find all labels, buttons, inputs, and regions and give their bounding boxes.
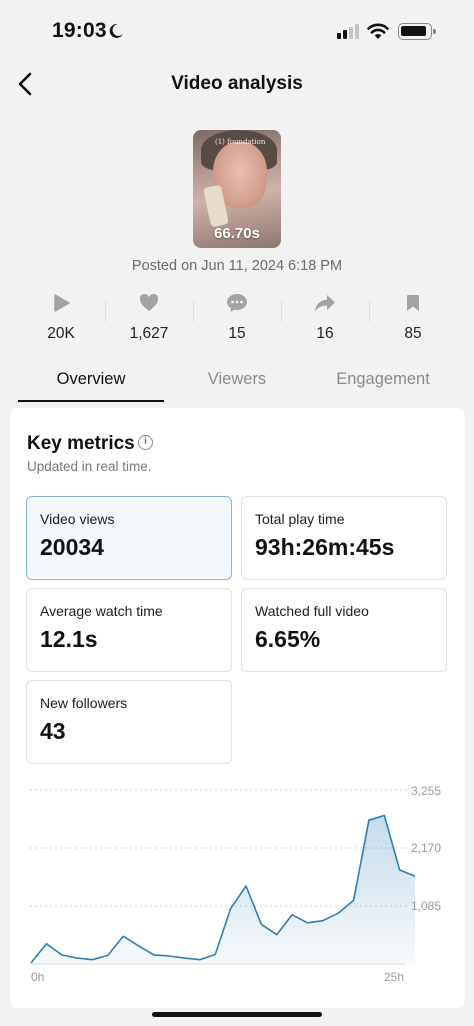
home-indicator (152, 1012, 322, 1017)
play-icon (54, 294, 70, 312)
metric-watched-full-video[interactable]: Watched full video 6.65% (241, 588, 447, 672)
bookmark-icon (407, 295, 419, 311)
stat-value: 15 (228, 325, 246, 342)
thumbnail-caption: (1) foundation (215, 138, 266, 146)
y-tick-label: 1,085 (411, 899, 441, 913)
metric-video-views[interactable]: Video views 20034 (26, 496, 232, 580)
chart-area-fill (31, 815, 415, 964)
stat-saves[interactable]: 85 (369, 290, 457, 346)
x-tick-label: 25h (384, 970, 404, 984)
nav-header: Video analysis (0, 62, 474, 106)
video-duration: 66.70s (214, 225, 260, 242)
metric-label: Video views (40, 511, 115, 527)
metric-total-play-time[interactable]: Total play time 93h:26m:45s (241, 496, 447, 580)
status-time: 19:03 (52, 19, 107, 42)
metric-label: New followers (40, 695, 128, 711)
metric-new-followers[interactable]: New followers 43 (26, 680, 232, 764)
metric-value: 6.65% (255, 626, 321, 652)
stat-value: 1,627 (129, 325, 169, 342)
back-arrow-icon[interactable] (14, 70, 38, 98)
info-icon[interactable]: i (138, 435, 153, 450)
y-tick-label: 2,170 (411, 841, 441, 855)
page-title: Video analysis (171, 73, 303, 94)
stats-row: 20K 1,627 15 16 85 (17, 290, 457, 346)
metric-value: 43 (40, 718, 66, 744)
tab-bar: Overview Viewers Engagement (18, 364, 456, 402)
tab-viewers[interactable]: Viewers (207, 370, 267, 388)
stat-shares[interactable]: 16 (281, 290, 369, 346)
metric-value: 93h:26m:45s (255, 534, 395, 560)
chart-line (30, 814, 416, 964)
metric-label: Total play time (255, 511, 345, 527)
stat-likes[interactable]: 1,627 (105, 290, 193, 346)
share-icon (315, 294, 335, 312)
y-tick-label: 3,255 (411, 784, 441, 798)
metric-label: Average watch time (40, 603, 163, 619)
metric-value: 12.1s (40, 626, 98, 652)
stat-value: 16 (316, 325, 334, 342)
status-bar: 19:03 (0, 0, 474, 60)
tab-overview[interactable]: Overview (18, 364, 164, 402)
stat-value: 85 (404, 325, 422, 342)
battery-icon (398, 23, 436, 40)
stat-plays[interactable]: 20K (17, 290, 105, 346)
stat-comments[interactable]: 15 (193, 290, 281, 346)
stat-value: 20K (47, 325, 75, 342)
video-views-chart: 3,255 2,170 1,085 0h 25h (30, 784, 441, 984)
metric-value: 20034 (40, 534, 104, 560)
comment-icon (227, 294, 247, 312)
metric-label: Watched full video (255, 603, 369, 619)
posted-date: Posted on Jun 11, 2024 6:18 PM (131, 258, 343, 274)
wifi-icon (367, 23, 389, 39)
heart-icon (139, 294, 159, 311)
key-metrics-subtitle: Updated in real time. (27, 459, 152, 474)
x-tick-label: 0h (31, 970, 44, 984)
metric-average-watch-time[interactable]: Average watch time 12.1s (26, 588, 232, 672)
key-metrics-title: Key metrics (27, 433, 135, 454)
video-thumbnail[interactable]: (1) foundation 66.70s (193, 130, 281, 248)
tab-engagement[interactable]: Engagement (336, 370, 430, 388)
key-metrics-card: Key metrics i Updated in real time. Vide… (10, 408, 465, 1008)
moon-icon (109, 23, 123, 38)
cellular-signal-icon (337, 24, 359, 39)
